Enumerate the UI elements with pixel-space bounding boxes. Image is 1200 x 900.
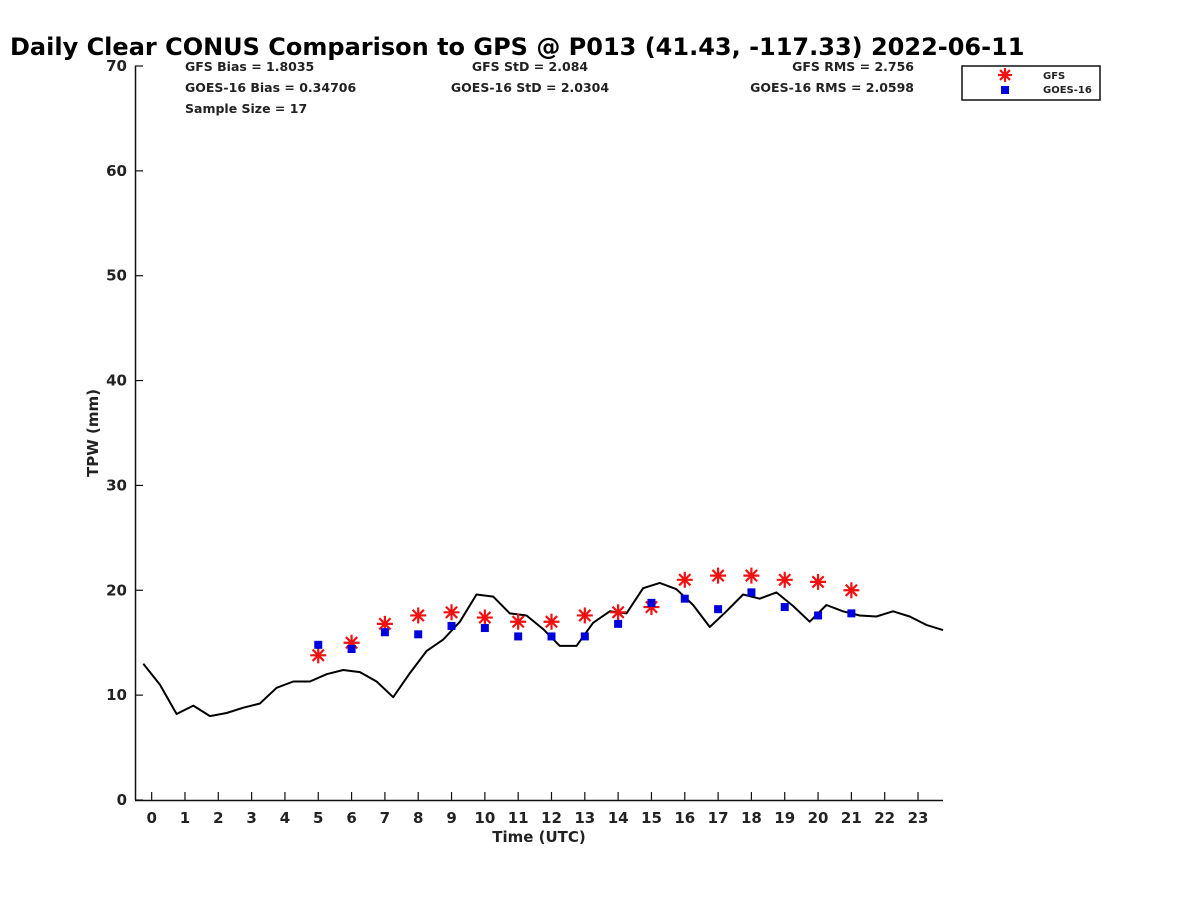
gfs-point [776,571,793,588]
goes-point [314,640,323,649]
gps-series-line [142,581,944,718]
x-tick-label: 22 [874,809,895,827]
x-tick-label: 21 [841,809,862,827]
y-ticks: 0 10 20 30 40 50 60 70 [106,57,143,809]
goes-point [780,603,789,612]
legend-asterisk [998,68,1012,82]
goes-point [580,632,589,641]
y-tick-label: 50 [106,267,127,285]
y-tick-label: 70 [106,57,127,75]
y-axis-label: TPW (mm) [84,389,102,477]
x-tick-label: 3 [246,809,256,827]
goes-point [447,621,456,630]
goes-point [347,645,356,654]
gfs-point [676,571,693,588]
gfs-point [510,613,527,630]
gfs-point [576,607,593,624]
gfs-point [710,567,727,584]
gfs-point [476,609,493,626]
x-tick-label: 4 [280,809,290,827]
goes-point [714,605,723,614]
legend: GFS GOES-16 [961,65,1101,101]
stat-sample-size: Sample Size = 17 [185,101,307,116]
x-tick-label: 14 [608,809,629,827]
legend-label-goes: GOES-16 [1043,85,1092,96]
goes-point [414,630,423,639]
stat-gfs-std: GFS StD = 2.084 [472,59,589,74]
x-tick-label: 9 [446,809,456,827]
gfs-point [743,567,760,584]
legend-goes-marker [1001,86,1009,94]
x-axis-label: Time (UTC) [492,828,586,846]
x-tick-label: 0 [146,809,156,827]
goes-point [680,594,689,603]
goes-point [480,624,489,633]
axes [134,66,943,802]
plot-area [142,567,944,718]
x-tick-label: 5 [313,809,323,827]
stat-goes-bias: GOES-16 Bias = 0.34706 [185,80,356,95]
y-tick-label: 40 [106,372,127,390]
gfs-point [543,613,560,630]
goes-point [380,628,389,637]
y-tick-label: 60 [106,162,127,180]
x-tick-label: 1 [180,809,190,827]
legend-box [961,65,1101,101]
x-tick-label: 12 [541,809,562,827]
goes-point [614,619,623,628]
legend-gfs-marker [998,68,1012,82]
y-tick-label: 10 [106,686,127,704]
x-tick-label: 18 [741,809,762,827]
x-tick-label: 16 [674,809,695,827]
x-tick-label: 2 [213,809,223,827]
stat-goes-std: GOES-16 StD = 2.0304 [451,80,609,95]
goes-point [747,588,756,597]
gfs-point [810,573,827,590]
x-tick-label: 23 [908,809,929,827]
x-tick-label: 13 [574,809,595,827]
x-ticks: 0 1 2 3 4 5 6 7 8 9 10 11 12 13 14 15 16 17 18 19 20 21 22 23 [146,792,928,827]
x-tick-label: 17 [708,809,729,827]
chart-title: Daily Clear CONUS Comparison to GPS @ P0… [10,33,1024,61]
goes-point [814,611,823,620]
x-tick-label: 15 [641,809,662,827]
goes-point [514,632,523,641]
gfs-point [843,582,860,599]
stats-block: GFS Bias = 1.8035 GOES-16 Bias = 0.34706… [185,59,914,116]
legend-label-gfs: GFS [1043,71,1065,82]
x-tick-label: 8 [413,809,423,827]
x-tick-label: 19 [774,809,795,827]
goes-point [847,609,856,618]
gfs-point [443,604,460,621]
x-tick-label: 20 [808,809,829,827]
goes-point [547,632,556,641]
stat-goes-rms: GOES-16 RMS = 2.0598 [750,80,914,95]
gfs-point [310,647,327,664]
y-tick-label: 20 [106,581,127,599]
x-tick-label: 7 [380,809,390,827]
stat-gfs-rms: GFS RMS = 2.756 [792,59,914,74]
y-tick-label: 30 [106,476,127,494]
x-tick-label: 11 [508,809,529,827]
x-tick-label: 6 [346,809,356,827]
gfs-point [410,607,427,624]
goes-point [647,598,656,607]
stat-gfs-bias: GFS Bias = 1.8035 [185,59,314,74]
gfs-point [610,604,627,621]
y-tick-label: 0 [117,791,127,809]
x-tick-label: 10 [474,809,495,827]
